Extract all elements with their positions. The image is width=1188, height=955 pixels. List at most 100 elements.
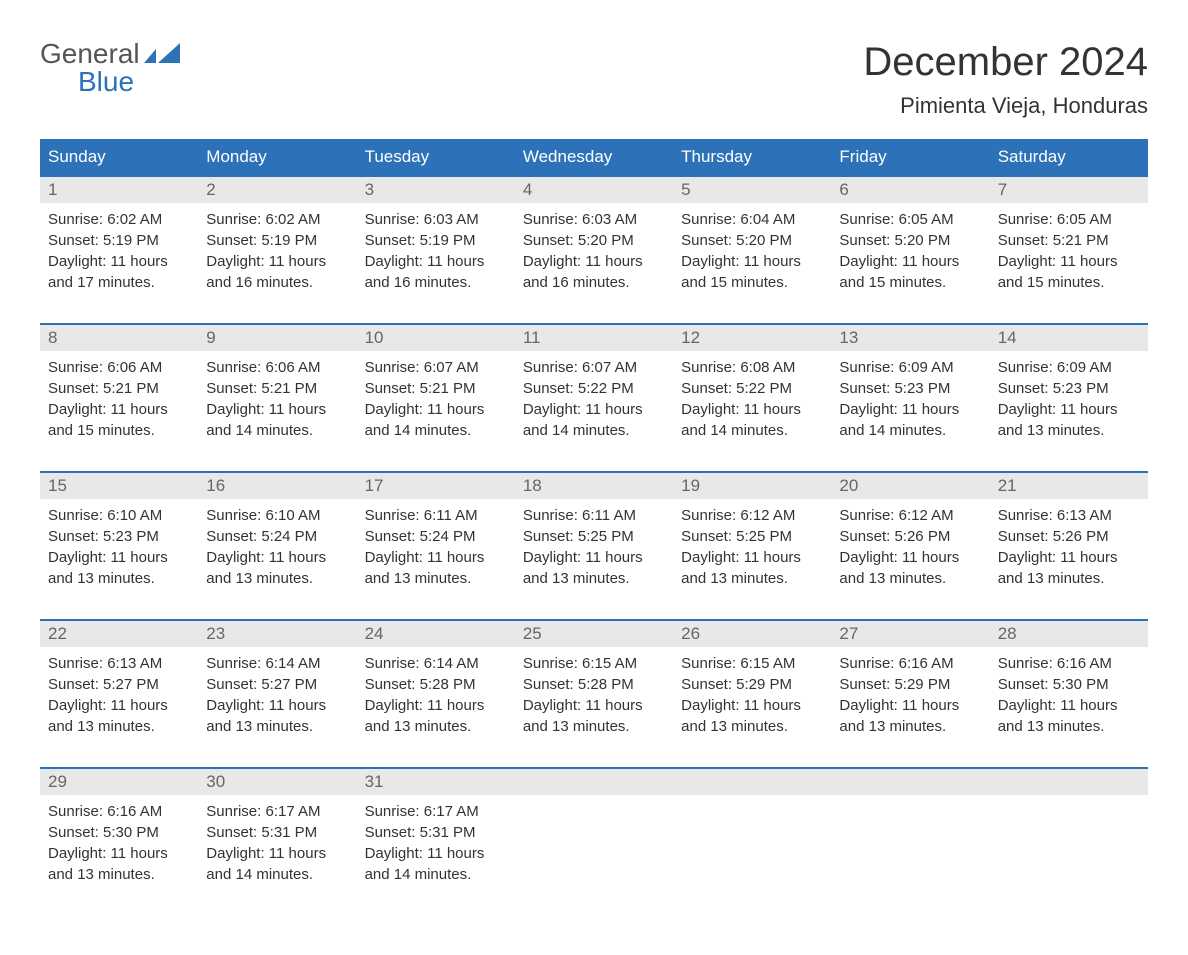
day-sunset: Sunset: 5:31 PM [206,822,348,843]
day-daylight1: Daylight: 11 hours [839,251,981,272]
day-daylight1: Daylight: 11 hours [523,695,665,716]
empty-day [515,769,673,795]
day-content: Sunrise: 6:12 AMSunset: 5:26 PMDaylight:… [831,499,989,595]
day-sunrise: Sunrise: 6:07 AM [365,357,507,378]
day-daylight2: and 17 minutes. [48,272,190,293]
day-number: 19 [673,473,831,499]
logo-triangle-icon [144,40,180,68]
day-sunrise: Sunrise: 6:05 AM [839,209,981,230]
week-row: 1Sunrise: 6:02 AMSunset: 5:19 PMDaylight… [40,175,1148,299]
day-cell: 23Sunrise: 6:14 AMSunset: 5:27 PMDayligh… [198,621,356,743]
day-number: 20 [831,473,989,499]
day-cell: 22Sunrise: 6:13 AMSunset: 5:27 PMDayligh… [40,621,198,743]
day-cell [673,769,831,891]
day-cell: 15Sunrise: 6:10 AMSunset: 5:23 PMDayligh… [40,473,198,595]
day-cell: 8Sunrise: 6:06 AMSunset: 5:21 PMDaylight… [40,325,198,447]
day-number: 8 [40,325,198,351]
day-daylight2: and 14 minutes. [681,420,823,441]
day-cell: 3Sunrise: 6:03 AMSunset: 5:19 PMDaylight… [357,177,515,299]
day-sunrise: Sunrise: 6:15 AM [523,653,665,674]
day-cell: 19Sunrise: 6:12 AMSunset: 5:25 PMDayligh… [673,473,831,595]
day-number: 6 [831,177,989,203]
weekday-cell: Monday [198,139,356,175]
day-daylight2: and 13 minutes. [365,716,507,737]
day-cell: 28Sunrise: 6:16 AMSunset: 5:30 PMDayligh… [990,621,1148,743]
day-number: 5 [673,177,831,203]
day-daylight2: and 16 minutes. [206,272,348,293]
day-content: Sunrise: 6:09 AMSunset: 5:23 PMDaylight:… [831,351,989,447]
day-sunrise: Sunrise: 6:11 AM [523,505,665,526]
day-content: Sunrise: 6:08 AMSunset: 5:22 PMDaylight:… [673,351,831,447]
day-cell: 31Sunrise: 6:17 AMSunset: 5:31 PMDayligh… [357,769,515,891]
weekday-cell: Wednesday [515,139,673,175]
day-daylight2: and 15 minutes. [48,420,190,441]
day-daylight2: and 13 minutes. [206,568,348,589]
day-cell: 20Sunrise: 6:12 AMSunset: 5:26 PMDayligh… [831,473,989,595]
header: General Blue December 2024 Pimienta Viej… [40,40,1148,119]
empty-day [990,769,1148,795]
day-content: Sunrise: 6:16 AMSunset: 5:30 PMDaylight:… [990,647,1148,743]
day-content: Sunrise: 6:06 AMSunset: 5:21 PMDaylight:… [198,351,356,447]
day-daylight2: and 15 minutes. [681,272,823,293]
day-number: 11 [515,325,673,351]
day-content: Sunrise: 6:13 AMSunset: 5:27 PMDaylight:… [40,647,198,743]
day-cell: 10Sunrise: 6:07 AMSunset: 5:21 PMDayligh… [357,325,515,447]
day-number: 10 [357,325,515,351]
day-content: Sunrise: 6:05 AMSunset: 5:20 PMDaylight:… [831,203,989,299]
day-sunrise: Sunrise: 6:10 AM [206,505,348,526]
day-daylight2: and 13 minutes. [681,568,823,589]
day-content: Sunrise: 6:17 AMSunset: 5:31 PMDaylight:… [357,795,515,891]
day-cell: 29Sunrise: 6:16 AMSunset: 5:30 PMDayligh… [40,769,198,891]
weekday-cell: Saturday [990,139,1148,175]
day-daylight2: and 15 minutes. [998,272,1140,293]
day-cell: 2Sunrise: 6:02 AMSunset: 5:19 PMDaylight… [198,177,356,299]
day-daylight1: Daylight: 11 hours [206,399,348,420]
logo: General Blue [40,40,180,96]
day-content: Sunrise: 6:11 AMSunset: 5:24 PMDaylight:… [357,499,515,595]
day-cell [990,769,1148,891]
day-cell: 7Sunrise: 6:05 AMSunset: 5:21 PMDaylight… [990,177,1148,299]
day-content: Sunrise: 6:05 AMSunset: 5:21 PMDaylight:… [990,203,1148,299]
day-sunrise: Sunrise: 6:11 AM [365,505,507,526]
day-content: Sunrise: 6:07 AMSunset: 5:21 PMDaylight:… [357,351,515,447]
day-sunrise: Sunrise: 6:17 AM [365,801,507,822]
day-cell: 24Sunrise: 6:14 AMSunset: 5:28 PMDayligh… [357,621,515,743]
day-content: Sunrise: 6:06 AMSunset: 5:21 PMDaylight:… [40,351,198,447]
day-daylight1: Daylight: 11 hours [523,251,665,272]
empty-day [673,769,831,795]
day-content: Sunrise: 6:02 AMSunset: 5:19 PMDaylight:… [198,203,356,299]
day-number: 9 [198,325,356,351]
day-sunset: Sunset: 5:25 PM [523,526,665,547]
logo-text-top: General [40,40,140,68]
day-daylight2: and 14 minutes. [365,420,507,441]
day-number: 25 [515,621,673,647]
day-daylight2: and 13 minutes. [998,716,1140,737]
day-sunset: Sunset: 5:19 PM [365,230,507,251]
day-sunrise: Sunrise: 6:13 AM [48,653,190,674]
day-sunrise: Sunrise: 6:13 AM [998,505,1140,526]
day-number: 18 [515,473,673,499]
day-daylight2: and 13 minutes. [523,716,665,737]
week-row: 22Sunrise: 6:13 AMSunset: 5:27 PMDayligh… [40,619,1148,743]
day-daylight1: Daylight: 11 hours [48,695,190,716]
day-number: 4 [515,177,673,203]
day-sunrise: Sunrise: 6:02 AM [48,209,190,230]
day-sunrise: Sunrise: 6:02 AM [206,209,348,230]
day-daylight2: and 14 minutes. [523,420,665,441]
day-sunset: Sunset: 5:25 PM [681,526,823,547]
day-number: 21 [990,473,1148,499]
logo-top-row: General [40,40,180,68]
month-title: December 2024 [863,40,1148,85]
day-daylight1: Daylight: 11 hours [48,399,190,420]
day-number: 7 [990,177,1148,203]
day-content: Sunrise: 6:17 AMSunset: 5:31 PMDaylight:… [198,795,356,891]
day-daylight2: and 16 minutes. [523,272,665,293]
day-cell [831,769,989,891]
day-daylight2: and 16 minutes. [365,272,507,293]
day-daylight1: Daylight: 11 hours [998,695,1140,716]
day-sunset: Sunset: 5:28 PM [365,674,507,695]
day-content: Sunrise: 6:11 AMSunset: 5:25 PMDaylight:… [515,499,673,595]
day-sunrise: Sunrise: 6:12 AM [681,505,823,526]
day-number: 31 [357,769,515,795]
weekday-cell: Thursday [673,139,831,175]
